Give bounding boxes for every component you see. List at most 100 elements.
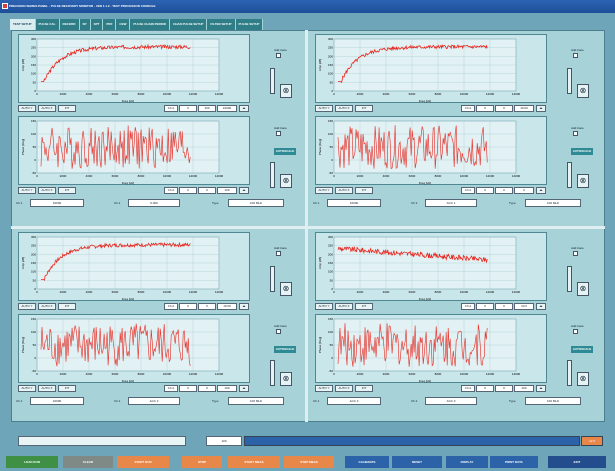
min-value-field[interactable]: 0 [476, 105, 494, 112]
start-meas-button[interactable]: START MEAS [228, 456, 280, 468]
min-value-field[interactable]: 0 [476, 187, 494, 194]
channel-1-value[interactable]: 10000 [30, 397, 84, 405]
max-value-field[interactable]: 100 [217, 187, 237, 194]
add-trace-checkbox[interactable] [276, 251, 281, 256]
cursor-arrow-button[interactable]: ◂▸ [239, 105, 249, 112]
magnifier-cross-icon[interactable]: ⊗ [577, 174, 589, 188]
tab-test-setup[interactable]: TEST SETUP [10, 19, 36, 30]
clear-button[interactable]: CLEAR [63, 456, 113, 468]
type-value[interactable]: 100 MHz [228, 397, 284, 405]
fit-button[interactable]: FIT [58, 303, 76, 310]
tab-sp[interactable]: SP [79, 19, 91, 30]
auto-y-button[interactable]: AUTO Y [18, 303, 36, 310]
min-value-field[interactable]: 0 [179, 303, 197, 310]
stop-button[interactable]: STOP [182, 456, 222, 468]
autoscale-button[interactable]: AUTOSCALE [571, 148, 593, 155]
y-scroll-slider[interactable] [270, 162, 275, 188]
channel-1-value[interactable]: 10000 [30, 199, 84, 207]
autoscale-button[interactable]: AUTOSCALE [274, 148, 296, 155]
auto-x-button[interactable]: AUTO X [38, 187, 56, 194]
cursor-arrow-button[interactable]: ◂▸ [536, 385, 546, 392]
autoscale-button[interactable]: AUTOSCALE [274, 346, 296, 353]
y-scroll-slider[interactable] [567, 360, 572, 386]
cursor-arrow-button[interactable]: ◂▸ [239, 187, 249, 194]
min-value-field[interactable]: 0 [179, 105, 197, 112]
auto-x-button[interactable]: AUTO X [38, 385, 56, 392]
mid-value-field[interactable]: 0 [495, 303, 513, 310]
auto-y-button[interactable]: AUTO Y [315, 105, 333, 112]
y-scroll-slider[interactable] [270, 68, 275, 94]
add-trace-checkbox[interactable] [573, 329, 578, 334]
magnifier-cross-icon[interactable]: ⊗ [280, 84, 292, 98]
fit-button[interactable]: FIT [58, 187, 76, 194]
add-trace-checkbox[interactable] [573, 53, 578, 58]
y-scroll-slider[interactable] [270, 360, 275, 386]
magnifier-cross-icon[interactable]: ⊗ [577, 372, 589, 386]
auto-x-button[interactable]: AUTO X [335, 105, 353, 112]
add-trace-checkbox[interactable] [276, 131, 281, 136]
calibrate-button[interactable]: CALIBRATE [345, 456, 389, 468]
auto-x-button[interactable]: AUTO X [335, 187, 353, 194]
print-data-button[interactable]: PRINT DATA [490, 456, 538, 468]
add-trace-checkbox[interactable] [573, 251, 578, 256]
channel-2-value[interactable]: ACC 3 [425, 397, 477, 405]
fit-button[interactable]: FIT [355, 303, 373, 310]
mid-value-field[interactable]: 100 [198, 105, 216, 112]
y-scroll-slider[interactable] [567, 162, 572, 188]
min-value-field[interactable]: 0 [179, 385, 197, 392]
cursor-arrow-button[interactable]: ◂▸ [239, 385, 249, 392]
max-value-field[interactable]: 10.00 [217, 303, 237, 310]
stop-meas-button[interactable]: STOP MEAS [284, 456, 334, 468]
max-value-field[interactable]: 100 [514, 385, 534, 392]
auto-y-button[interactable]: AUTO Y [18, 385, 36, 392]
channel-1-value[interactable]: ACC 3 [327, 397, 381, 405]
start-run-button[interactable]: START RUN [117, 456, 169, 468]
cursor-arrow-button[interactable]: ◂▸ [239, 303, 249, 310]
auto-x-button[interactable]: AUTO X [335, 385, 353, 392]
max-value-field[interactable]: 10.00 [514, 105, 534, 112]
cursor-channel-field[interactable]: Ch A [461, 385, 475, 392]
min-value-field[interactable]: 0 [476, 303, 494, 310]
min-value-field[interactable]: 0 [476, 385, 494, 392]
max-value-field[interactable]: 100 [217, 385, 237, 392]
tab-filter-setup[interactable]: FILTER SETUP [207, 19, 236, 30]
tab-pulse-cal[interactable]: PULSE CAL [35, 19, 60, 30]
fit-button[interactable]: FIT [355, 187, 373, 194]
fit-button[interactable]: FIT [58, 385, 76, 392]
add-trace-checkbox[interactable] [276, 329, 281, 334]
auto-x-button[interactable]: AUTO X [335, 303, 353, 310]
cursor-channel-field[interactable]: Ch A [461, 187, 475, 194]
channel-1-value[interactable]: 10000 [327, 199, 381, 207]
cursor-channel-field[interactable]: Ch A [164, 303, 178, 310]
channel-2-value[interactable]: ACC 2 [128, 397, 180, 405]
cursor-arrow-button[interactable]: ◂▸ [536, 303, 546, 310]
cursor-channel-field[interactable]: Ch A [164, 105, 178, 112]
mid-value-field[interactable]: 0 [198, 187, 216, 194]
type-value[interactable]: 100 MHz [228, 199, 284, 207]
max-value-field[interactable]: 10000 [217, 105, 237, 112]
tab-pulse-chain-period[interactable]: PULSE CHAIN PERIOD [130, 19, 171, 30]
cursor-channel-field[interactable]: Ch A [461, 105, 475, 112]
reset-button[interactable]: RESET [392, 456, 442, 468]
autoscale-button[interactable]: AUTOSCALE [571, 346, 593, 353]
auto-y-button[interactable]: AUTO Y [315, 303, 333, 310]
tab-record[interactable]: RECORD [59, 19, 80, 30]
cursor-arrow-button[interactable]: ◂▸ [536, 187, 546, 194]
cursor-channel-field[interactable]: Ch A [164, 187, 178, 194]
cursor-channel-field[interactable]: Ch A [461, 303, 475, 310]
channel-2-value[interactable]: 0.000 [128, 199, 180, 207]
fit-button[interactable]: FIT [58, 105, 76, 112]
y-scroll-slider[interactable] [567, 266, 572, 292]
tab-prf[interactable]: PRF [103, 19, 117, 30]
magnifier-cross-icon[interactable]: ⊗ [577, 84, 589, 98]
max-value-field[interactable]: 10.0 [514, 303, 534, 310]
magnifier-cross-icon[interactable]: ⊗ [280, 372, 292, 386]
auto-x-button[interactable]: AUTO X [38, 105, 56, 112]
load-run-button[interactable]: LOAD RUN [6, 456, 58, 468]
magnifier-cross-icon[interactable]: ⊗ [280, 174, 292, 188]
tab-spt[interactable]: SPT [90, 19, 104, 30]
auto-y-button[interactable]: AUTO Y [18, 187, 36, 194]
add-trace-checkbox[interactable] [276, 53, 281, 58]
mid-value-field[interactable]: 0 [198, 303, 216, 310]
type-value[interactable]: 100 MHz [525, 199, 581, 207]
